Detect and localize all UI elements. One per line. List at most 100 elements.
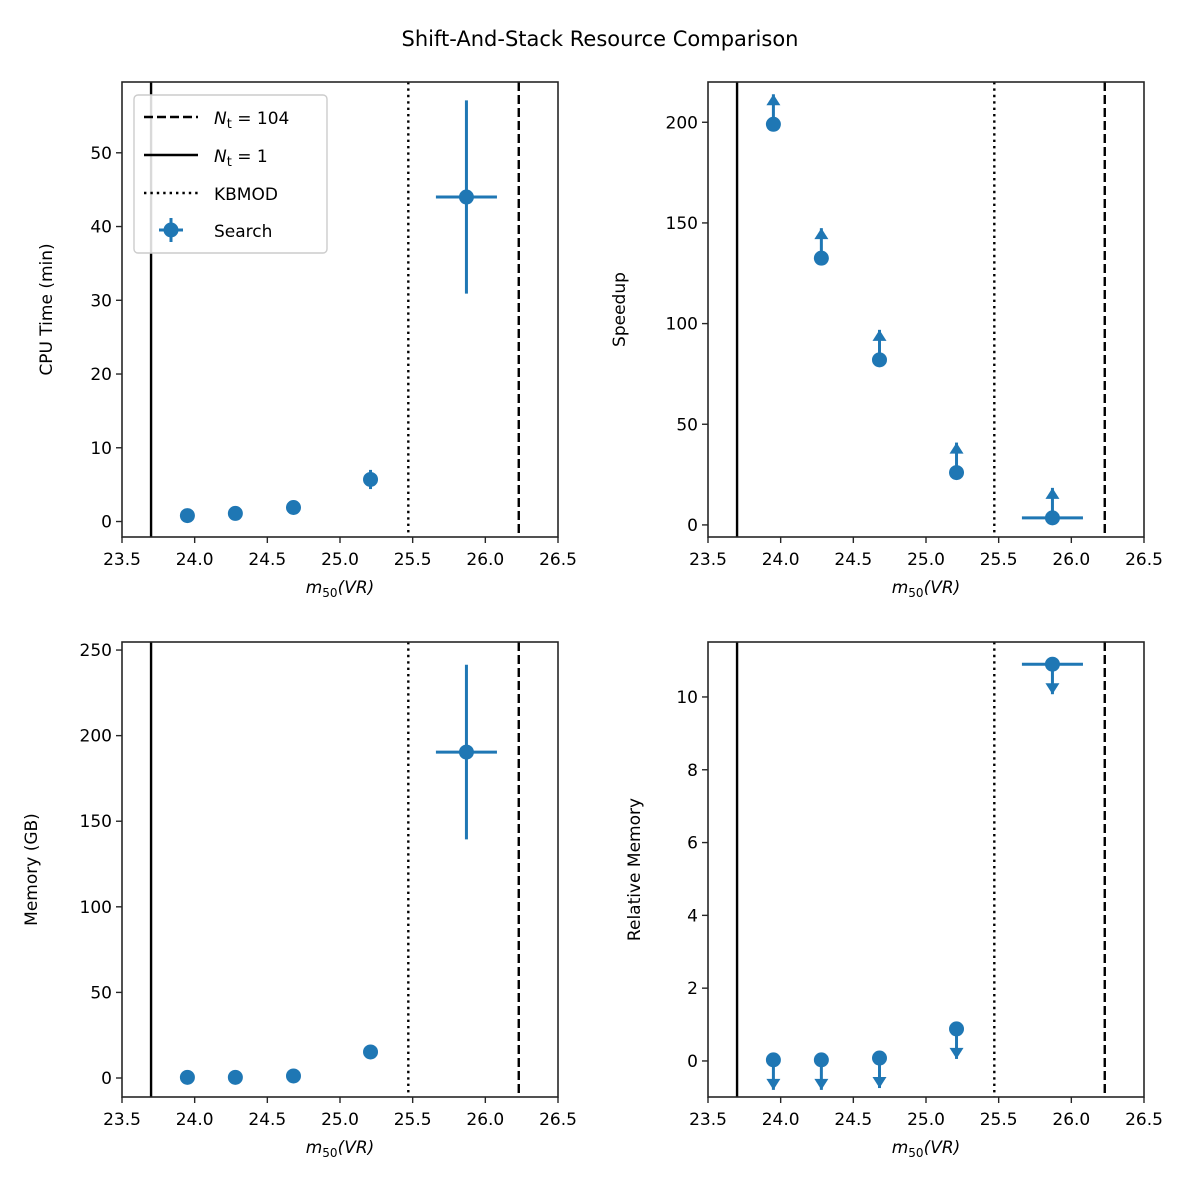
data-point — [363, 469, 379, 490]
legend: Nt = 104 Nt = 1 KBMOD Search — [133, 94, 328, 254]
axes-frame — [707, 641, 1145, 1098]
y-axis-label: Speedup — [610, 272, 630, 347]
y-tick-label: 4 — [687, 906, 698, 926]
axes-frame — [707, 81, 1145, 538]
upper-limit-arrow — [766, 1078, 781, 1090]
legend-label-search: Search — [214, 222, 272, 242]
x-tick-label: 25.0 — [907, 550, 945, 570]
data-marker — [1044, 510, 1060, 526]
y-axis-label: Relative Memory — [625, 798, 645, 941]
x-axis-label: m50(VR) — [306, 1138, 375, 1160]
upper-limit-arrow — [949, 1047, 964, 1059]
y-tick-label: 0 — [687, 516, 698, 536]
x-tick-label: 25.5 — [980, 550, 1018, 570]
data-point — [227, 505, 243, 521]
data-point — [765, 1052, 781, 1090]
panel-speedup: 23.5 24.0 24.5 25.0 25.5 26.0 26.5 0 50 100 150 200… — [610, 81, 1163, 600]
legend-label-nt104: Nt = 104 — [214, 109, 289, 132]
y-tick-label: 10 — [90, 439, 112, 459]
x-axis-label-main: m — [306, 578, 323, 598]
data-point — [871, 1050, 887, 1089]
x-axis-label-main: m — [892, 1138, 909, 1158]
y-tick-label: 200 — [666, 113, 698, 133]
y-tick-label: 6 — [687, 834, 698, 854]
x-axis-label-sub: 50 — [908, 586, 923, 600]
x-tick-label: 26.0 — [1052, 550, 1090, 570]
y-tick-label: 10 — [676, 688, 698, 708]
panel-cpu-time: 23.5 24.0 24.5 25.0 25.5 26.0 26.501020304050m… — [37, 81, 577, 600]
x-tick-label: 24.0 — [176, 550, 214, 570]
x-axis-label-sub: 50 — [908, 1146, 923, 1160]
legend-swatch-search — [159, 218, 183, 242]
data-point — [179, 1069, 195, 1085]
data-point — [871, 329, 887, 368]
x-tick-label: 25.0 — [907, 1110, 945, 1130]
axes-frame — [121, 641, 559, 1098]
data-marker — [871, 1050, 887, 1066]
x-tick-label: 23.5 — [103, 1110, 141, 1130]
upper-limit-arrow — [872, 1077, 887, 1089]
data-point — [363, 1044, 379, 1060]
data-marker — [458, 744, 474, 760]
x-axis-label: m50(VR) — [892, 1138, 961, 1160]
x-axis-label: m50(VR) — [306, 578, 375, 600]
x-axis-label-rest: (VR) — [338, 578, 375, 598]
y-tick-label: 100 — [666, 315, 698, 335]
data-marker — [813, 1052, 829, 1068]
upper-limit-arrow — [814, 1078, 829, 1090]
y-tick-label: 8 — [687, 761, 698, 781]
data-marker — [363, 1044, 379, 1060]
y-tick-label: 150 — [80, 812, 112, 832]
data-point — [1021, 656, 1083, 695]
x-tick-label: 25.5 — [394, 1110, 432, 1130]
data-point — [285, 1068, 301, 1084]
data-marker — [285, 500, 301, 516]
data-point — [435, 664, 497, 840]
x-tick-label: 23.5 — [689, 550, 727, 570]
x-tick-label: 26.5 — [1125, 1110, 1163, 1130]
x-tick-label: 24.0 — [762, 1110, 800, 1130]
y-tick-label: 50 — [676, 415, 698, 435]
data-marker — [179, 508, 195, 524]
data-marker — [765, 1052, 781, 1068]
data-marker — [458, 189, 474, 205]
legend-box — [133, 94, 328, 254]
x-axis-label-rest: (VR) — [338, 1138, 375, 1158]
y-tick-label: 50 — [90, 144, 112, 164]
y-tick-label: 20 — [90, 365, 112, 385]
data-point — [949, 442, 965, 481]
y-tick-label: 2 — [687, 979, 698, 999]
x-tick-label: 26.0 — [1052, 1110, 1090, 1130]
x-axis-label-sub: 50 — [322, 1146, 337, 1160]
legend-label-kbmod: KBMOD — [214, 185, 278, 205]
x-tick-label: 26.5 — [539, 550, 577, 570]
data-point — [227, 1069, 243, 1085]
data-marker — [227, 1069, 243, 1085]
panels: 23.5 24.0 24.5 25.0 25.5 26.0 26.501020304050m… — [22, 81, 1163, 1160]
data-point — [765, 94, 781, 132]
data-marker — [949, 465, 965, 481]
data-marker — [363, 471, 379, 487]
y-tick-label: 100 — [80, 898, 112, 918]
data-marker — [813, 250, 829, 266]
x-tick-label: 24.5 — [248, 550, 286, 570]
y-tick-label: 250 — [80, 641, 112, 661]
y-axis-label: Memory (GB) — [22, 813, 42, 926]
data-point — [813, 228, 829, 266]
y-tick-label: 40 — [90, 218, 112, 238]
lower-limit-arrow — [766, 94, 781, 106]
data-point — [285, 500, 301, 516]
data-marker — [871, 352, 887, 368]
lower-limit-arrow — [814, 228, 829, 240]
x-tick-label: 26.0 — [466, 550, 504, 570]
x-tick-label: 25.5 — [394, 550, 432, 570]
x-tick-label: 24.5 — [834, 1110, 872, 1130]
y-tick-label: 0 — [101, 1069, 112, 1089]
data-marker — [227, 505, 243, 521]
x-tick-label: 26.5 — [1125, 550, 1163, 570]
data-point — [1021, 487, 1083, 526]
x-axis-label-main: m — [306, 1138, 323, 1158]
x-tick-label: 25.0 — [321, 1110, 359, 1130]
x-tick-label: 23.5 — [689, 1110, 727, 1130]
